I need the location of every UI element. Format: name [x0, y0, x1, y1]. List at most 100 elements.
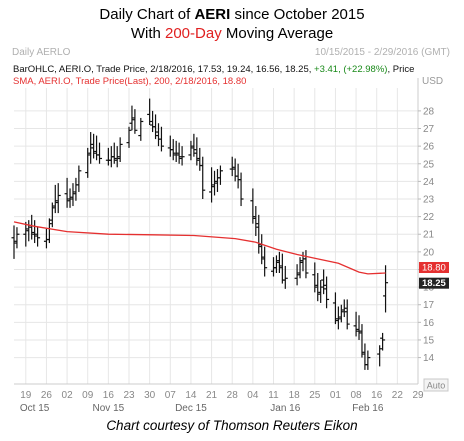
- x-month-label: Feb 16: [352, 403, 384, 414]
- ohlc-bar: [194, 137, 200, 166]
- ohlc-bar: [76, 165, 82, 192]
- x-tick-label: 23: [123, 390, 135, 401]
- ohlc-bar: [52, 184, 58, 214]
- x-tick-label: 07: [165, 390, 177, 401]
- sma-price-label: 18.80: [422, 263, 446, 274]
- x-tick-label: 02: [62, 390, 74, 401]
- ohlc-bar: [344, 299, 350, 330]
- ohlc-bar: [64, 177, 70, 208]
- x-tick-label: 21: [206, 390, 218, 401]
- x-axis: 19 26 02 09 16 23 30 07 14 21 28 04 11 18 25 01 08 16 22 29…: [14, 383, 424, 414]
- x-tick-label: 16: [371, 390, 383, 401]
- ohlc-bar: [97, 142, 103, 164]
- auto-scale-button[interactable]: [423, 378, 449, 392]
- ohlc-bar: [200, 156, 206, 199]
- ohlc-bar: [176, 142, 182, 164]
- y-tick-label: 25: [423, 159, 435, 170]
- ohlc-bar: [238, 172, 244, 207]
- y-axis-unit: USD: [422, 76, 443, 87]
- ohlc-bar: [179, 146, 185, 166]
- x-tick-label: 22: [392, 390, 404, 401]
- ohlc-bar: [209, 167, 215, 203]
- chart-title-line-2: With 200-Day Moving Average: [130, 25, 334, 42]
- x-tick-label: 19: [20, 390, 32, 401]
- ohlc-bar: [276, 251, 282, 273]
- ohlc-bar: [217, 165, 223, 185]
- chart-caption: Chart courtesy of Thomson Reuters Eikon: [106, 418, 358, 433]
- last-price-label: 18.25: [422, 278, 446, 289]
- ohlc-bar: [129, 105, 135, 131]
- ohlc-bar: [126, 126, 132, 148]
- chart-header-left: Daily AERLO: [12, 47, 71, 58]
- y-tick-label: 17: [423, 300, 435, 311]
- x-tick-label: 30: [144, 390, 156, 401]
- x-tick-label: 08: [351, 390, 363, 401]
- ticker-symbol: AERI: [194, 6, 231, 23]
- ohlc-bar: [315, 273, 321, 302]
- ohlc-bar: [29, 214, 35, 240]
- ohlc-bar: [147, 98, 153, 125]
- x-tick-label: 11: [268, 390, 279, 401]
- ohlc-bar: [297, 257, 303, 279]
- chart-header-right: 10/15/2015 - 2/29/2016 (GMT): [315, 47, 450, 58]
- ohlc-bars: [11, 98, 389, 370]
- ohlc-bar: [341, 299, 347, 318]
- y-tick-label: 20: [423, 247, 435, 258]
- ohlc-bar: [23, 221, 29, 247]
- ohlc-bar: [353, 311, 359, 337]
- ohlc-bar: [359, 324, 365, 358]
- ohlc-bar: [380, 332, 386, 351]
- ohlc-bar: [377, 345, 383, 367]
- x-tick-label: 29: [412, 390, 424, 401]
- ohlc-bar: [324, 276, 330, 309]
- y-tick-label: 23: [423, 195, 435, 206]
- y-tick-label: 14: [423, 353, 435, 364]
- ohlc-bar: [259, 234, 265, 265]
- ohlc-bar: [191, 133, 197, 157]
- ohlc-bar: [132, 109, 138, 134]
- ohlc-bar: [170, 139, 176, 161]
- ohlc-bar: [55, 183, 61, 214]
- ohlc-bar: [253, 206, 259, 236]
- ohlc-bar: [294, 264, 300, 286]
- ohlc-bar: [67, 188, 73, 208]
- ohlc-bar: [85, 147, 91, 178]
- ohlc-bar: [335, 306, 341, 330]
- y-tick-label: 21: [423, 230, 435, 241]
- x-tick-label: 09: [82, 390, 94, 401]
- y-tick-label: 15: [423, 335, 435, 346]
- last-price-tag: [419, 277, 449, 289]
- ohlc-bar: [111, 142, 117, 164]
- y-tick-label: 26: [423, 142, 435, 153]
- ohlc-bar: [365, 350, 371, 370]
- x-tick-label: 25: [309, 390, 321, 401]
- ohlc-bar: [158, 126, 164, 152]
- x-tick-label: 28: [227, 390, 239, 401]
- y-tick-label: 16: [423, 318, 435, 329]
- ohlc-bar: [114, 146, 120, 168]
- x-tick-label: 01: [330, 390, 342, 401]
- y-tick-label: 28: [423, 106, 435, 117]
- ohlc-bar: [356, 315, 362, 340]
- ohlc-bar: [338, 304, 344, 323]
- x-tick-label: 16: [103, 390, 115, 401]
- ohlc-bar: [32, 220, 38, 244]
- x-tick-label: 14: [185, 390, 197, 401]
- chart-title-line-1: Daily Chart of AERI since October 2015: [99, 6, 365, 23]
- ohlc-bar: [312, 262, 318, 293]
- ohlc-bar: [188, 140, 194, 161]
- legend-sma: SMA, AERI.O, Trade Price(Last), 200, 2/1…: [13, 76, 246, 87]
- ohlc-bar: [91, 133, 97, 159]
- x-tick-label: 26: [41, 390, 53, 401]
- ohlc-bar: [35, 227, 41, 247]
- ohlc-bar: [46, 218, 52, 244]
- ohlc-bar: [321, 269, 327, 295]
- price-chart[interactable]: Daily AERLO 10/15/2015 - 2/29/2016 (GMT)…: [10, 44, 454, 414]
- ohlc-bar: [229, 156, 235, 177]
- sma-200-line: [13, 221, 386, 275]
- ohlc-bar: [250, 188, 256, 224]
- ohlc-bar: [282, 265, 288, 289]
- ohlc-bar: [14, 227, 20, 249]
- ohlc-bar: [262, 246, 268, 277]
- ohlc-bar: [138, 117, 144, 141]
